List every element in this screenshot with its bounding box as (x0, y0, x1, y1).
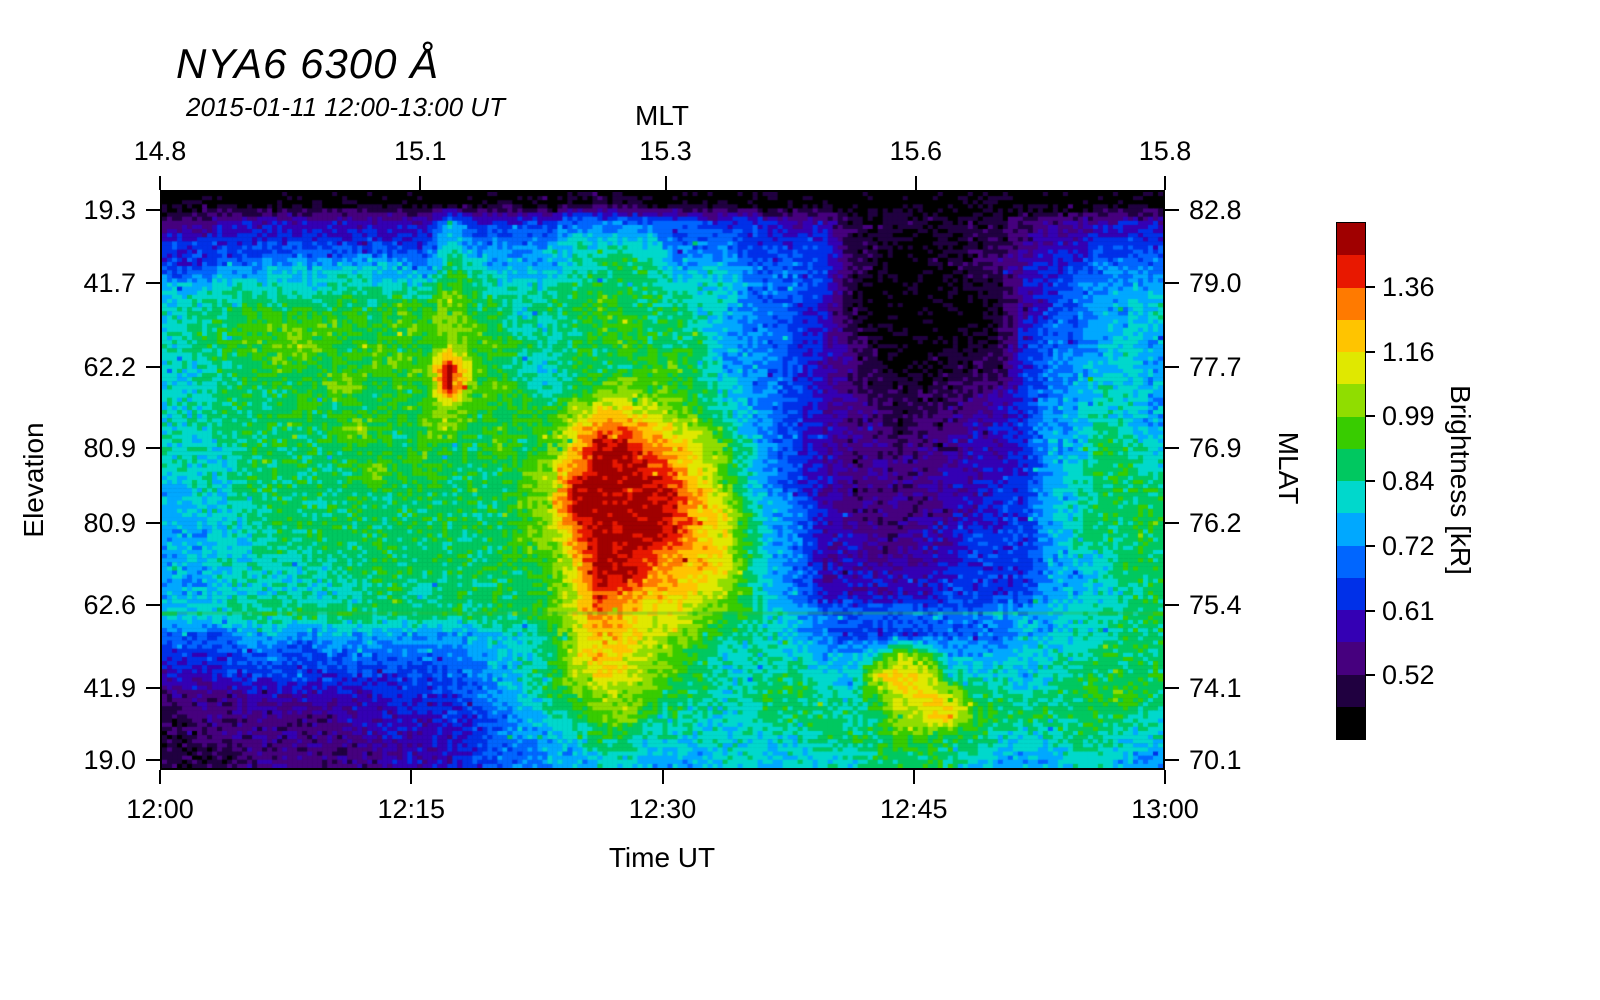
colorbar-segment (1337, 706, 1365, 739)
plot-title: NYA6 6300 Å (176, 40, 440, 87)
colorbar-tick (1366, 609, 1375, 612)
colorbar-tick-label: 0.72 (1382, 530, 1435, 561)
left-tick-label: 80.9 (83, 507, 136, 538)
bottom-tick (159, 770, 161, 784)
left-tick-label: 41.7 (83, 267, 136, 298)
left-tick-label: 62.6 (83, 590, 136, 621)
bottom-tick-label: 12:30 (628, 794, 697, 824)
colorbar-tick (1366, 415, 1375, 418)
right-tick (1165, 521, 1179, 524)
left-tick (146, 365, 160, 368)
bottom-tick-label: 12:00 (126, 794, 194, 824)
colorbar-tick (1366, 285, 1375, 288)
top-tick (914, 176, 917, 190)
colorbar-segment (1337, 255, 1365, 288)
right-tick-label: 76.2 (1189, 507, 1242, 538)
right-tick-label: 75.4 (1189, 590, 1242, 621)
top-axis-label: MLT (635, 100, 689, 131)
heatmap-canvas (162, 192, 1163, 768)
left-tick (146, 687, 160, 690)
right-tick (1165, 281, 1179, 284)
bottom-tick (912, 770, 915, 784)
left-tick-label: 41.9 (83, 673, 136, 704)
plot-frame (160, 190, 1165, 770)
colorbar-tick-label: 0.61 (1382, 595, 1435, 626)
colorbar-tick-label: 1.36 (1382, 271, 1435, 302)
right-tick-label: 74.1 (1189, 673, 1242, 704)
colorbar-segment (1337, 642, 1365, 675)
left-tick (146, 281, 160, 284)
top-tick-label: 15.1 (394, 136, 447, 166)
left-tick-label: 80.9 (83, 433, 136, 464)
right-tick-label: 79.0 (1189, 267, 1242, 298)
right-tick-label: 76.9 (1189, 433, 1242, 464)
colorbar-segment (1337, 448, 1365, 481)
right-tick (1165, 208, 1179, 211)
colorbar-tick (1366, 674, 1375, 677)
bottom-tick (410, 770, 413, 784)
right-tick (1165, 365, 1179, 368)
right-tick (1165, 759, 1179, 762)
right-tick-label: 77.7 (1189, 351, 1242, 382)
colorbar-segment (1337, 577, 1365, 610)
colorbar-tick-label: 0.99 (1382, 401, 1435, 432)
colorbar-segment (1337, 481, 1365, 514)
top-tick (159, 176, 161, 190)
bottom-axis-label: Time UT (608, 842, 716, 873)
bottom-tick (661, 770, 664, 784)
colorbar-segment (1337, 384, 1365, 417)
colorbar-segment (1337, 513, 1365, 546)
left-axis-label: Elevation (18, 422, 49, 538)
right-tick (1165, 447, 1179, 450)
right-tick-label: 82.8 (1189, 194, 1242, 225)
colorbar-segment (1337, 223, 1365, 256)
colorbar-segment (1337, 674, 1365, 707)
colorbar-tick-label: 0.52 (1382, 660, 1435, 691)
top-tick-label: 15.3 (639, 136, 692, 166)
left-tick (146, 759, 160, 762)
colorbar-tick-label: 1.16 (1382, 336, 1435, 367)
left-tick-label: 62.2 (83, 351, 136, 382)
top-tick-label: 15.8 (1138, 136, 1192, 166)
colorbar-tick (1366, 544, 1375, 547)
plot-subtitle: 2015-01-11 12:00-13:00 UT (186, 92, 505, 122)
top-tick (1164, 176, 1166, 190)
colorbar-segment (1337, 610, 1365, 643)
top-tick-label: 15.6 (889, 136, 943, 166)
left-tick-label: 19.3 (83, 194, 136, 225)
colorbar-tick-label: 0.84 (1382, 466, 1435, 496)
bottom-tick (1164, 770, 1166, 784)
left-tick (146, 521, 160, 524)
top-tick-label: 14.8 (133, 136, 187, 166)
left-tick (146, 604, 160, 607)
left-tick (146, 447, 160, 450)
left-tick-label: 19.0 (83, 745, 136, 776)
top-tick (419, 176, 422, 190)
bottom-tick-label: 12:15 (377, 794, 446, 824)
right-tick (1165, 687, 1179, 690)
top-tick (664, 176, 667, 190)
bottom-tick-label: 12:45 (879, 794, 948, 824)
left-tick (146, 208, 160, 211)
colorbar-segment (1337, 319, 1365, 352)
right-tick-label: 70.1 (1189, 745, 1242, 776)
colorbar-tick (1366, 350, 1375, 353)
colorbar (1336, 222, 1366, 740)
colorbar-segment (1337, 352, 1365, 385)
colorbar-tick (1366, 480, 1375, 482)
colorbar-segment (1337, 545, 1365, 578)
bottom-tick-label: 13:00 (1131, 794, 1199, 824)
colorbar-segment (1337, 287, 1365, 320)
right-tick (1165, 604, 1179, 607)
colorbar-segment (1337, 416, 1365, 449)
